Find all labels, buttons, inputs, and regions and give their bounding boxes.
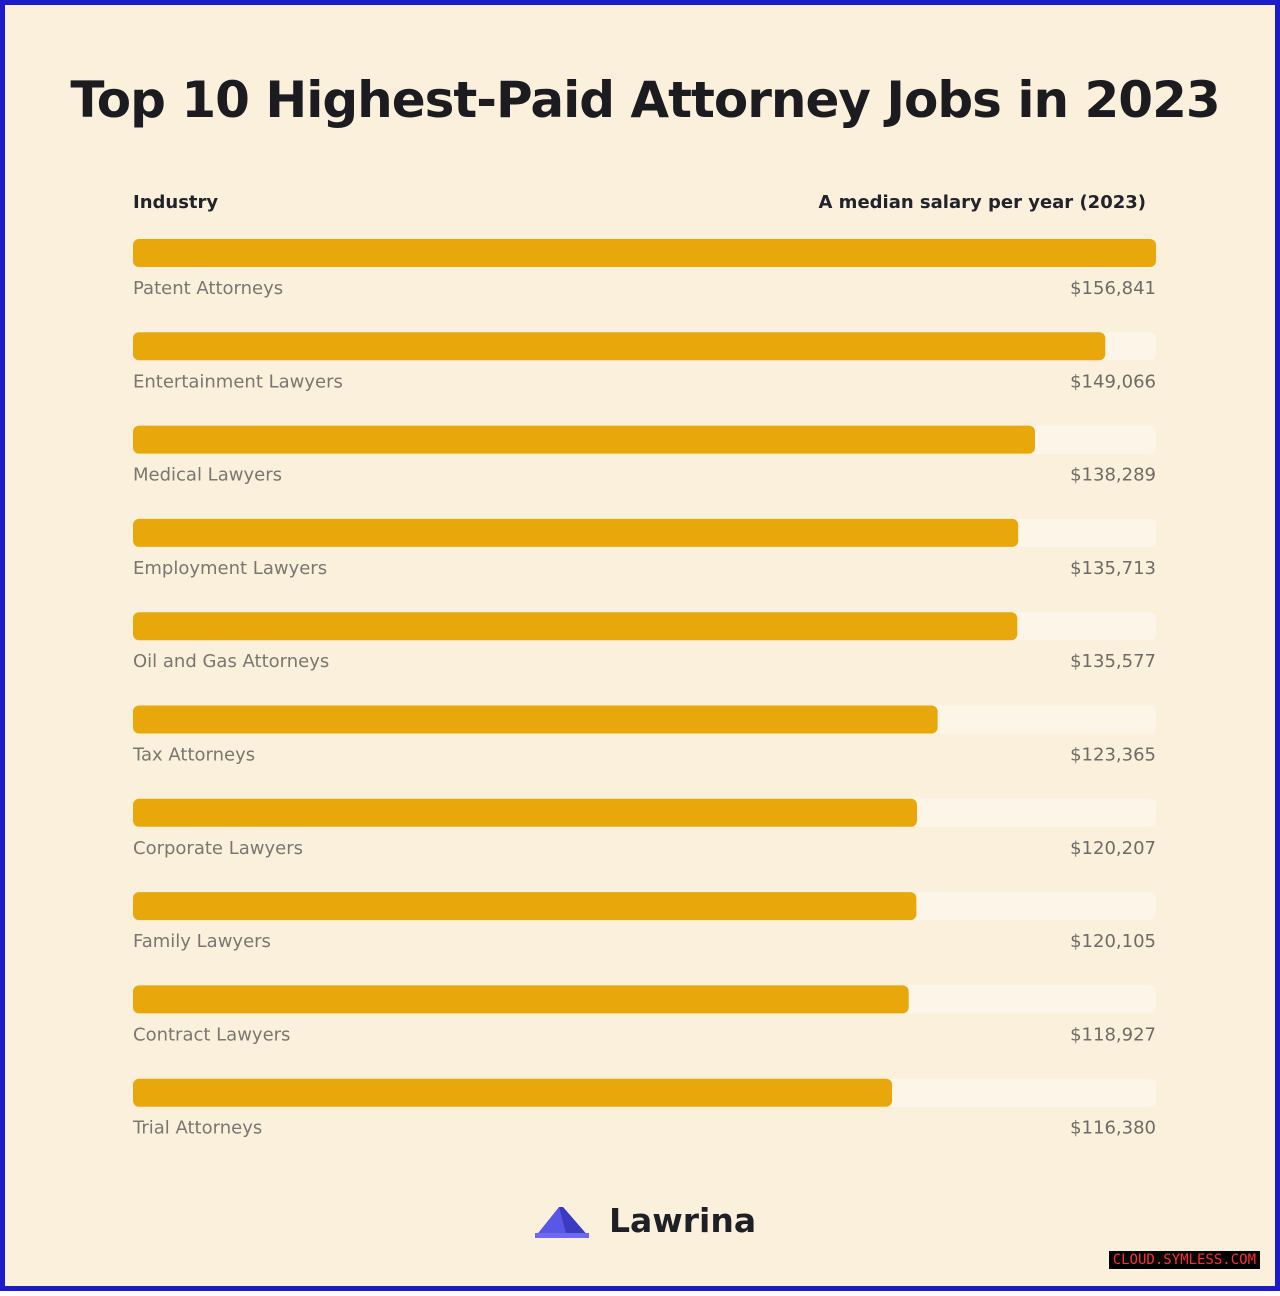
category-label: Corporate Lawyers — [133, 838, 303, 859]
bar — [133, 985, 909, 1014]
value-label: $118,927 — [1070, 1024, 1156, 1045]
value-label: $120,105 — [1070, 931, 1156, 952]
category-label: Trial Attorneys — [132, 1118, 262, 1139]
category-label: Medical Lawyers — [133, 465, 282, 486]
category-label: Family Lawyers — [133, 931, 271, 952]
category-label: Tax Attorneys — [132, 745, 255, 766]
brand-name: Lawrina — [609, 1201, 757, 1240]
bar — [133, 332, 1106, 361]
category-label: Patent Attorneys — [133, 278, 283, 299]
brand-logo: Lawrina — [533, 1201, 756, 1240]
bar — [133, 892, 917, 921]
bar — [133, 518, 1019, 547]
bar-chart: Patent Attorneys $156,841 Entertainment La… — [132, 239, 1156, 1139]
bar — [133, 239, 1156, 267]
category-label: Contract Lawyers — [133, 1024, 290, 1045]
bar — [133, 1078, 893, 1107]
value-label: $135,713 — [1070, 558, 1156, 579]
bar — [133, 425, 1035, 454]
category-label: Entertainment Lawyers — [133, 371, 343, 392]
value-label: $135,577 — [1070, 651, 1156, 672]
bar — [133, 612, 1018, 641]
value-label: $138,289 — [1070, 465, 1156, 486]
value-label: $116,380 — [1070, 1118, 1156, 1139]
category-column-header: Industry — [133, 192, 219, 213]
value-label: $123,365 — [1070, 745, 1156, 766]
lawrina-roof-logo-icon — [535, 1206, 589, 1238]
value-column-header: A median salary per year (2023) — [818, 192, 1146, 213]
category-label: Oil and Gas Attorneys — [133, 651, 329, 672]
bar — [133, 798, 918, 827]
value-label: $149,066 — [1070, 371, 1156, 392]
bar — [133, 705, 938, 734]
watermark: CLOUD.SYMLESS.COM — [1108, 1251, 1260, 1269]
value-label: $120,207 — [1070, 838, 1156, 859]
chart-title: Top 10 Highest-Paid Attorney Jobs in 202… — [70, 71, 1220, 129]
category-label: Employment Lawyers — [133, 558, 327, 579]
value-label: $156,841 — [1070, 278, 1156, 299]
